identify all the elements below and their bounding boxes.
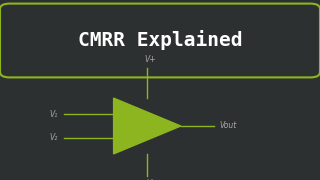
Text: V₁: V₁: [49, 110, 58, 119]
Text: V₂: V₂: [49, 133, 58, 142]
FancyBboxPatch shape: [0, 4, 320, 77]
Polygon shape: [114, 98, 181, 154]
Text: Vout: Vout: [219, 122, 236, 130]
Text: CMRR Explained: CMRR Explained: [78, 30, 242, 51]
Text: V+: V+: [145, 55, 156, 64]
Text: V-: V-: [147, 179, 154, 180]
